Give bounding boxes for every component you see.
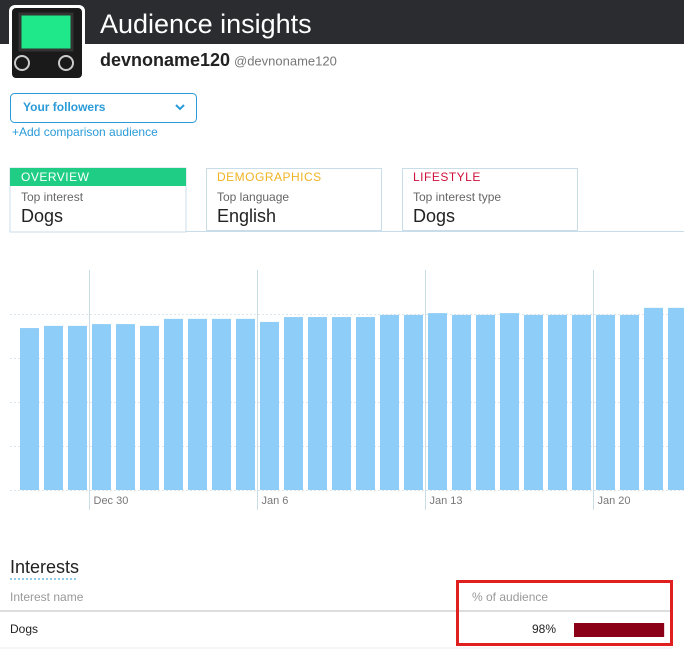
- avatar-screen: [18, 12, 74, 52]
- x-tick-label: Jan 6: [262, 495, 289, 507]
- bar: [20, 328, 39, 490]
- bar: [548, 314, 567, 490]
- bar: [68, 325, 87, 490]
- bar: [188, 318, 207, 490]
- value-label: 98%: [532, 622, 556, 636]
- column-header: % of audience: [472, 590, 548, 604]
- user-name: devnoname120: [100, 50, 230, 70]
- avatar-knob: [58, 55, 74, 71]
- bar: [44, 325, 63, 490]
- bar: [452, 314, 471, 490]
- bar: [116, 324, 135, 490]
- tab-label: Top language: [217, 190, 289, 204]
- tab-value: English: [217, 206, 276, 226]
- column-header: Interest name: [10, 590, 84, 604]
- x-tick-label: Jan 13: [430, 495, 463, 507]
- dropdown-label[interactable]: Your followers: [23, 100, 106, 114]
- avatar-knob: [14, 55, 30, 71]
- percent-bar: [574, 623, 665, 637]
- bar: [476, 314, 495, 490]
- bar: [572, 314, 591, 490]
- tab-title: LIFESTYLE: [413, 170, 481, 184]
- bar: [356, 317, 375, 490]
- bar: [596, 314, 615, 490]
- tab-title: DEMOGRAPHICS: [217, 170, 322, 184]
- bar: [332, 317, 351, 490]
- tab-band: [10, 168, 186, 186]
- tab-value: Dogs: [21, 206, 63, 226]
- highlight-box: [456, 580, 673, 646]
- bar: [668, 307, 684, 490]
- bar: [308, 317, 327, 490]
- tab-value: Dogs: [413, 206, 455, 226]
- tab[interactable]: [206, 168, 382, 231]
- bar: [524, 314, 543, 490]
- x-tick-label: Jan 20: [598, 495, 631, 507]
- bar: [404, 314, 423, 490]
- add-comparison-link[interactable]: +Add comparison audience: [12, 125, 158, 139]
- tab-label: Top interest: [21, 190, 84, 204]
- bar: [380, 314, 399, 490]
- bar: [644, 307, 663, 490]
- chevron: [175, 104, 185, 111]
- bar: [92, 324, 111, 490]
- tab[interactable]: [402, 168, 578, 231]
- header-banner: [0, 0, 684, 44]
- bar: [500, 313, 519, 490]
- bar: [260, 321, 279, 490]
- bar: [140, 325, 159, 490]
- section-heading: Interests: [10, 557, 79, 577]
- x-tick-label: Dec 30: [94, 495, 129, 507]
- tab-label: Top interest type: [413, 190, 501, 204]
- bar: [620, 314, 639, 490]
- page-title: Audience insights: [100, 9, 312, 39]
- tab-title: OVERVIEW: [21, 170, 90, 184]
- bar: [212, 318, 231, 490]
- interest-name: Dogs: [10, 622, 38, 636]
- user-handle: @devnoname120: [234, 53, 337, 68]
- bar: [428, 313, 447, 490]
- bar: [284, 317, 303, 490]
- audience-dropdown[interactable]: [10, 93, 197, 123]
- bar: [236, 318, 255, 490]
- bar: [164, 318, 183, 490]
